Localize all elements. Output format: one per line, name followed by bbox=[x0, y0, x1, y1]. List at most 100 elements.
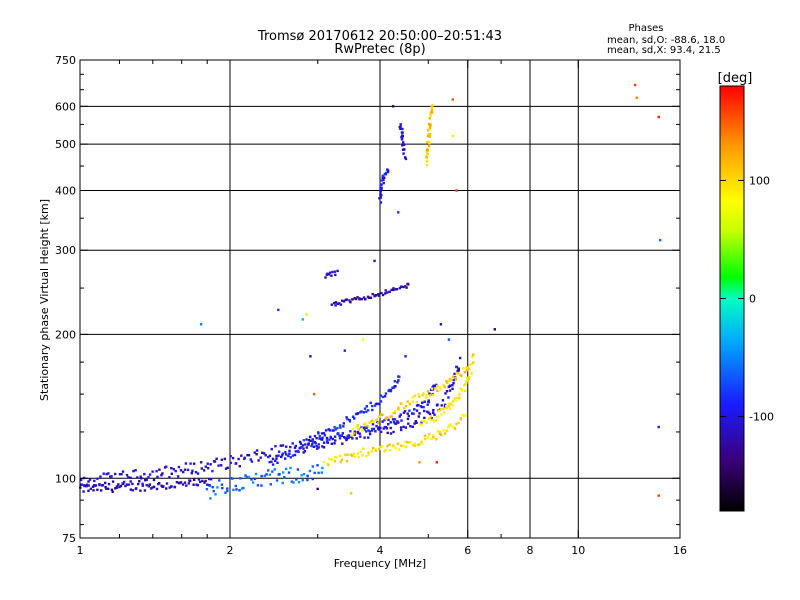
data-point bbox=[209, 463, 212, 466]
data-point bbox=[330, 458, 334, 461]
data-point bbox=[328, 457, 331, 461]
data-point bbox=[79, 483, 82, 486]
data-point bbox=[386, 170, 390, 174]
data-point bbox=[293, 446, 297, 449]
data-point bbox=[120, 473, 123, 476]
x-tick-label: 16 bbox=[673, 544, 687, 557]
data-point bbox=[389, 421, 392, 424]
data-point bbox=[182, 470, 185, 474]
data-point bbox=[328, 429, 332, 432]
data-point bbox=[353, 417, 356, 420]
data-point bbox=[139, 475, 142, 478]
data-point bbox=[80, 483, 84, 486]
data-point bbox=[200, 467, 203, 470]
data-point bbox=[400, 444, 403, 447]
data-point bbox=[141, 484, 144, 487]
data-point bbox=[355, 437, 358, 440]
data-point bbox=[178, 482, 181, 485]
data-point bbox=[170, 472, 173, 475]
data-point bbox=[212, 489, 215, 493]
data-point bbox=[251, 481, 255, 484]
data-point bbox=[336, 269, 339, 273]
data-point bbox=[345, 460, 349, 463]
data-point bbox=[307, 443, 310, 446]
data-point bbox=[388, 290, 391, 293]
data-point bbox=[444, 392, 447, 395]
data-point bbox=[342, 425, 345, 428]
data-point bbox=[385, 427, 389, 430]
data-points bbox=[79, 83, 662, 500]
data-point bbox=[445, 429, 449, 432]
data-point bbox=[311, 465, 314, 468]
data-point bbox=[372, 427, 375, 431]
data-point bbox=[253, 451, 256, 454]
data-point bbox=[179, 469, 183, 472]
data-point bbox=[343, 436, 346, 439]
data-point bbox=[395, 288, 399, 291]
data-point bbox=[401, 144, 404, 147]
data-point bbox=[386, 431, 389, 435]
data-point bbox=[121, 470, 125, 473]
data-point bbox=[397, 379, 400, 382]
data-point bbox=[449, 402, 452, 405]
data-point bbox=[383, 176, 386, 179]
data-point bbox=[119, 484, 123, 488]
data-point bbox=[400, 285, 403, 288]
data-point bbox=[449, 378, 453, 382]
data-point bbox=[315, 444, 318, 448]
data-point bbox=[431, 418, 434, 421]
data-point bbox=[341, 299, 344, 302]
data-point bbox=[277, 308, 280, 312]
data-point bbox=[404, 156, 407, 159]
data-point bbox=[289, 445, 292, 449]
data-point bbox=[322, 432, 326, 435]
data-point bbox=[314, 442, 317, 445]
data-point bbox=[341, 432, 344, 435]
data-point bbox=[165, 465, 168, 468]
data-point bbox=[296, 468, 300, 471]
data-point bbox=[393, 418, 397, 421]
data-point bbox=[250, 460, 254, 463]
data-point bbox=[363, 436, 366, 439]
data-point bbox=[282, 471, 285, 474]
data-point bbox=[192, 462, 196, 465]
data-point bbox=[321, 466, 324, 470]
data-point bbox=[447, 338, 451, 341]
data-point bbox=[380, 186, 383, 189]
data-point bbox=[465, 381, 468, 384]
data-point bbox=[334, 273, 337, 277]
data-point bbox=[94, 484, 98, 487]
data-point bbox=[364, 422, 367, 425]
data-point bbox=[330, 303, 333, 306]
data-point bbox=[420, 423, 423, 427]
data-point bbox=[466, 379, 469, 382]
data-point bbox=[87, 480, 90, 483]
data-point bbox=[400, 402, 403, 405]
data-point bbox=[383, 395, 387, 398]
data-point bbox=[420, 421, 423, 424]
data-point bbox=[298, 440, 302, 444]
data-point bbox=[317, 471, 320, 475]
data-point bbox=[413, 422, 416, 425]
data-point bbox=[249, 458, 252, 461]
data-point bbox=[402, 444, 406, 448]
data-point bbox=[381, 395, 385, 399]
data-point bbox=[439, 388, 442, 391]
data-point bbox=[442, 407, 445, 411]
data-point bbox=[243, 456, 246, 459]
data-point bbox=[344, 437, 347, 440]
data-point bbox=[441, 399, 445, 402]
data-point bbox=[199, 461, 203, 464]
data-point bbox=[455, 372, 458, 375]
data-point bbox=[456, 369, 459, 373]
data-point bbox=[302, 451, 305, 454]
data-point bbox=[129, 488, 132, 491]
data-point bbox=[430, 437, 433, 441]
data-point bbox=[393, 380, 396, 383]
data-point bbox=[451, 375, 455, 378]
data-point bbox=[177, 465, 181, 469]
data-point bbox=[362, 447, 365, 450]
data-point bbox=[325, 436, 329, 440]
data-point bbox=[91, 485, 95, 488]
data-point bbox=[427, 144, 431, 147]
